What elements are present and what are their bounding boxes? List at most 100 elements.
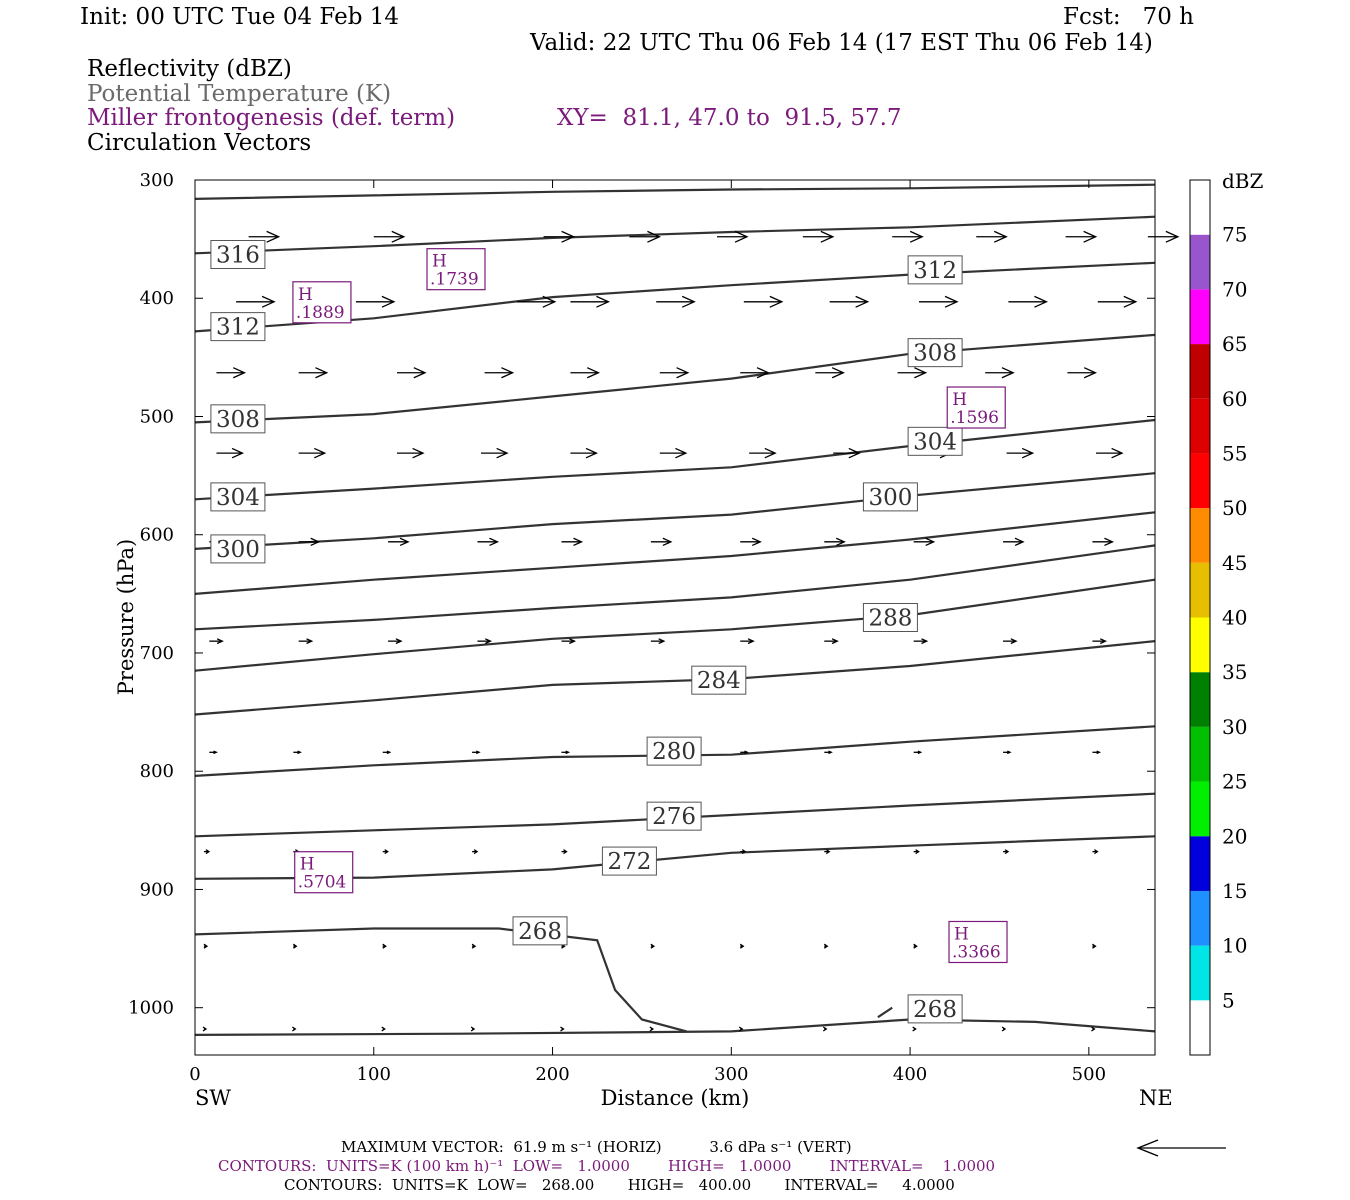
colorbar-segment [1190,726,1210,782]
colorbar-level-label: 20 [1222,824,1247,848]
vector-head [470,1026,476,1032]
vector-head [381,1026,386,1032]
vector-head [822,1026,828,1032]
circulation-vector [976,230,1008,243]
frontogenesis-max-box [294,851,354,894]
frontogenesis-max-value: .3366 [952,942,1001,962]
colorbar-segment [1190,836,1210,891]
circulation-vector [1097,295,1138,308]
circulation-vector [649,1026,655,1032]
circulation-vector [913,537,936,547]
frontogenesis-max-symbol: H [952,390,967,410]
circulation-vector [802,230,835,243]
circulation-vector [543,230,576,243]
xy-range: XY= 81.1, 47.0 to 91.5, 57.7 [557,105,902,131]
colorbar-level-label: 55 [1222,441,1247,465]
vector-head [1092,943,1097,949]
circulation-vector [298,537,321,547]
theta-label: 300 [862,482,918,512]
vector-head [205,849,211,855]
circulation-vector [749,447,777,459]
vector-head [828,750,833,755]
circulation-vector [292,943,298,949]
circulation-vector [381,1026,386,1032]
circulation-vector [913,943,918,949]
vector-head [395,638,403,645]
theta-label-box [907,338,963,368]
circulation-vector [382,943,387,949]
circulation-vector [829,295,870,308]
vector-head [563,849,568,855]
vector-head [202,1026,208,1032]
circulation-vector [892,230,924,243]
vector-head [751,537,762,547]
y-tick-label: 600 [140,525,174,546]
theta-label: 284 [691,665,747,695]
colorbar-segment [1190,562,1210,618]
circulation-vector [1096,447,1124,459]
theta-label-text: 304 [913,429,957,455]
circulation-vector [912,1026,917,1032]
vector-head [231,447,245,459]
theta-label: 308 [210,404,266,434]
circulation-vector [913,750,923,755]
circulation-vector [824,750,833,755]
circulation-vector [1092,537,1115,547]
field-frontogenesis: Miller frontogenesis (def. term) [87,105,456,131]
theta-contour-308 [194,333,1156,424]
frontogenesis-max: H.1739 [426,248,486,291]
vector-head [1006,750,1012,755]
circulation-vector [739,943,745,949]
y-tick-label: 900 [140,879,174,900]
vector-head [1014,537,1025,547]
colorbar-segment [1190,234,1210,290]
theta-label-box [601,846,657,876]
theta-contour-280 [194,725,1156,777]
vector-head [825,849,831,855]
circulation-vector [717,230,749,243]
circulation-vector [298,447,327,459]
vector-head [649,1026,655,1032]
circulation-vector [823,943,829,949]
vector-head [586,367,601,379]
circulation-vector [209,638,224,645]
circulation-vector [1003,537,1025,547]
colorbar-level-label: 15 [1222,879,1247,903]
colorbar-unit-label: dBZ [1222,169,1264,193]
vector-head [831,638,839,645]
circulation-vector [355,295,396,308]
vector-head [925,537,936,547]
vector-head [823,943,829,949]
y-tick-label: 700 [140,643,174,664]
theta-label-text: 280 [652,739,696,765]
circulation-vector [738,1026,744,1032]
theta-contour-296 [194,511,1156,595]
plot-frame [194,179,1156,1056]
colorbar-segment [1190,508,1210,563]
circulation-vector [248,230,281,243]
circulation-vector [561,537,584,547]
vector-head [473,849,479,855]
vector-head [297,750,302,755]
circulation-vector [1092,750,1102,755]
circulation-vector [1091,1026,1096,1032]
vector-head [855,295,870,308]
circulation-vector [1065,230,1098,243]
x-tick-label: 100 [357,1064,391,1085]
theta-label-text: 284 [697,668,741,694]
vector-head [1094,849,1099,855]
theta-label-box [862,482,918,512]
circulation-vector [570,367,601,379]
circulation-vector [216,447,245,459]
vector-head [741,849,747,855]
circulation-vector [1008,295,1048,308]
theta-label-box [907,426,963,456]
colorbar-frame [1189,179,1211,1056]
circulation-vector [397,447,425,459]
theta-contour-316 [194,215,1156,255]
circulation-vector [477,537,500,547]
theta-label-text: 288 [868,606,912,632]
valid-time: Valid: 22 UTC Thu 06 Feb 14 (17 EST Thu … [530,30,1153,56]
vector-head [744,750,749,755]
theta-label: 312 [907,255,963,285]
